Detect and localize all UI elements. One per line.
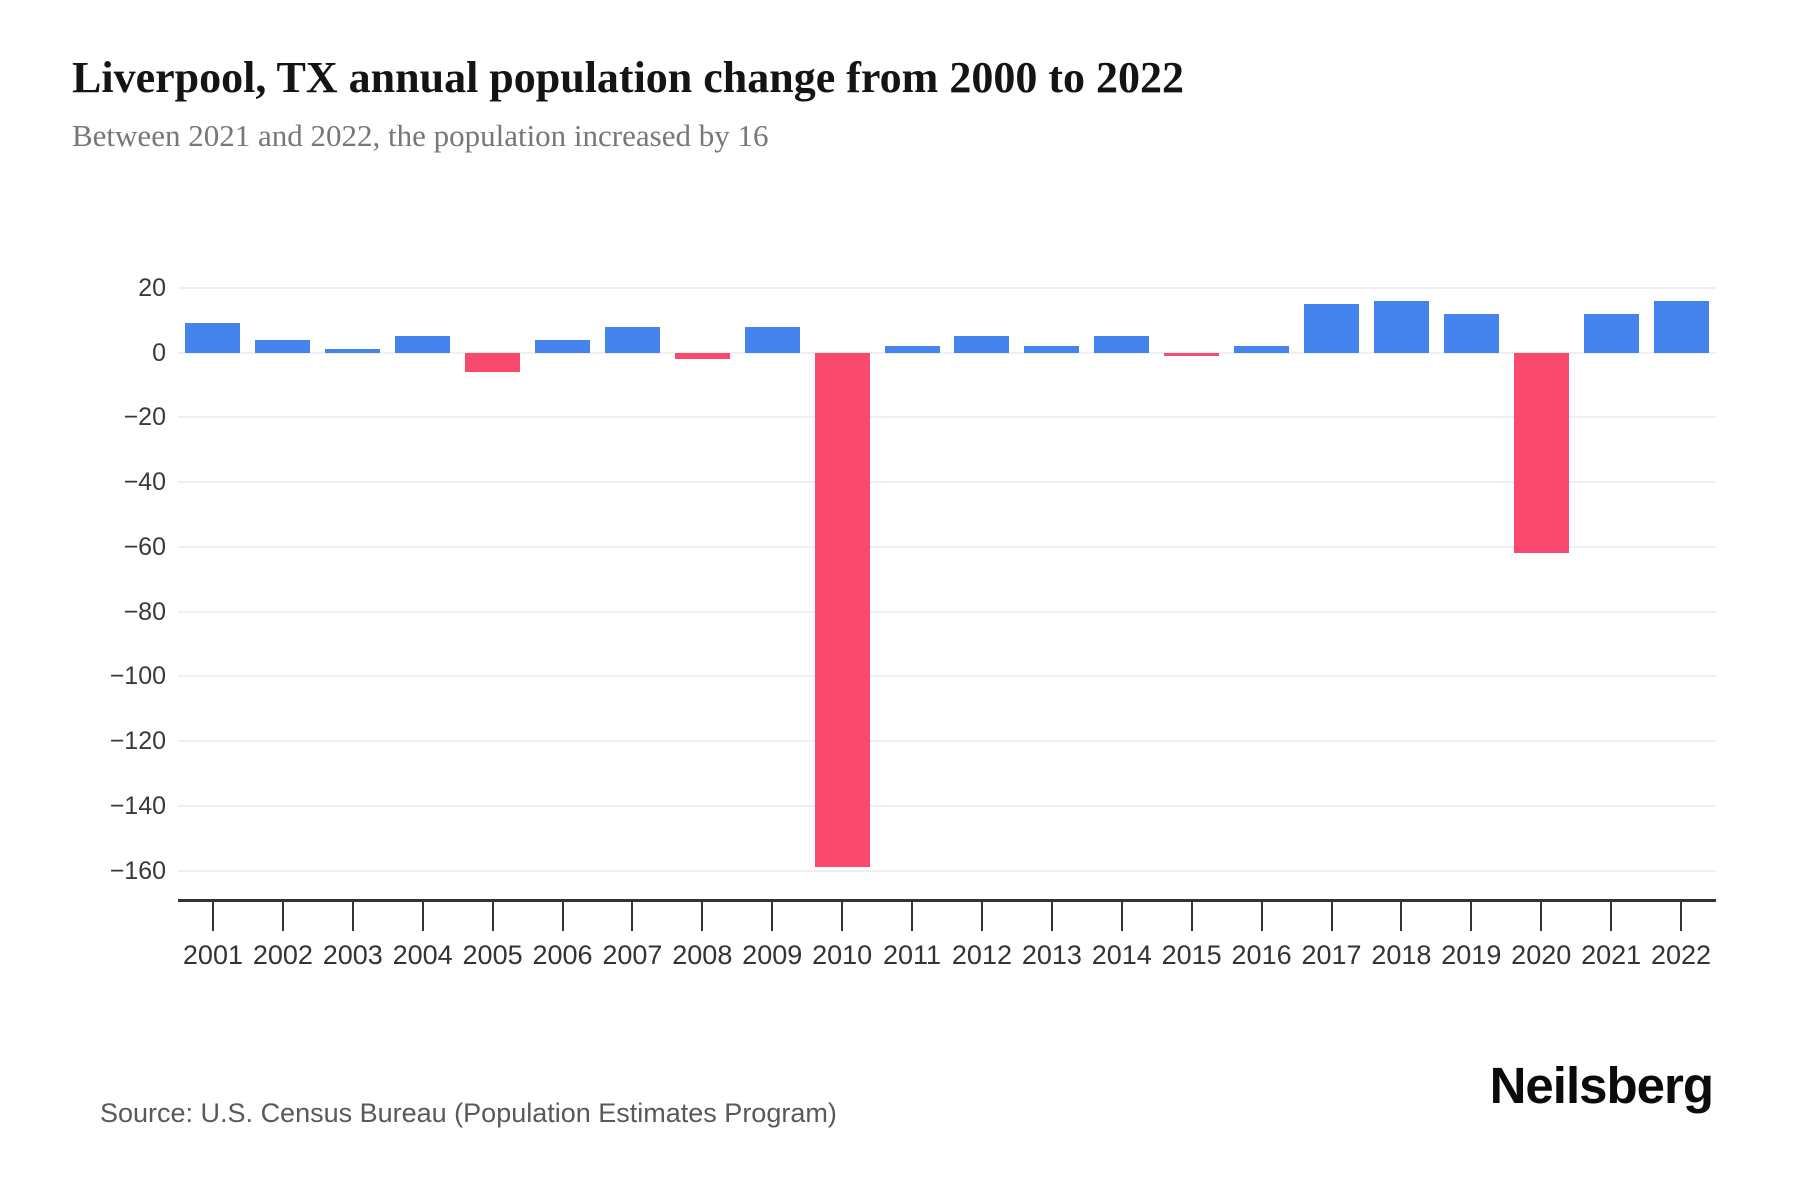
bar-2010 bbox=[814, 352, 870, 868]
x-axis-tick-label-2010: 2010 bbox=[812, 940, 873, 970]
x-axis-tick bbox=[1190, 902, 1193, 931]
x-axis-tick-label-2001: 2001 bbox=[182, 940, 243, 970]
bar-2011 bbox=[884, 346, 940, 353]
gridline--60 bbox=[178, 545, 1716, 548]
bar-2012 bbox=[954, 336, 1010, 353]
x-axis-tick-label-2003: 2003 bbox=[322, 940, 383, 970]
x-axis-tick bbox=[1120, 902, 1123, 931]
bar-2016 bbox=[1234, 346, 1290, 353]
gridline--40 bbox=[178, 481, 1716, 484]
page-title: Liverpool, TX annual population change f… bbox=[72, 53, 1184, 102]
bar-2003 bbox=[325, 349, 381, 353]
bar-2004 bbox=[395, 336, 451, 353]
y-axis-tick-label: −120 bbox=[109, 727, 166, 756]
x-axis-tick-label-2016: 2016 bbox=[1231, 940, 1292, 970]
y-axis-tick-label: −100 bbox=[109, 662, 166, 691]
y-axis-tick-label: −160 bbox=[109, 856, 166, 885]
x-axis-tick-label-2018: 2018 bbox=[1371, 940, 1432, 970]
x-axis-tick-label-2015: 2015 bbox=[1161, 940, 1222, 970]
bar-2019 bbox=[1443, 313, 1499, 353]
bar-2017 bbox=[1304, 304, 1359, 353]
x-axis-tick bbox=[911, 902, 914, 931]
x-axis-tick-label-2017: 2017 bbox=[1301, 940, 1362, 970]
x-axis-tick-label-2011: 2011 bbox=[883, 940, 942, 970]
y-axis-tick-label: −80 bbox=[123, 597, 166, 626]
y-axis-tick-label: −20 bbox=[123, 403, 166, 432]
x-axis-tick bbox=[1610, 902, 1613, 931]
bar-2021 bbox=[1583, 313, 1639, 353]
y-axis-tick-label: −40 bbox=[123, 468, 166, 497]
x-axis-tick-label-2012: 2012 bbox=[951, 940, 1012, 970]
gridline-0 bbox=[178, 351, 1716, 354]
gridline--80 bbox=[178, 610, 1716, 613]
x-axis-tick bbox=[1680, 902, 1683, 931]
x-axis-tick bbox=[351, 902, 354, 931]
x-axis-tick-label-2002: 2002 bbox=[252, 940, 313, 970]
bar-2001 bbox=[185, 323, 241, 353]
x-axis-tick bbox=[1470, 902, 1473, 931]
x-axis-tick-label-2006: 2006 bbox=[532, 940, 593, 970]
x-axis-tick bbox=[281, 902, 284, 931]
y-axis-tick-label: −140 bbox=[109, 791, 166, 820]
neilsberg-logo: Neilsberg bbox=[1489, 1057, 1714, 1114]
x-axis-tick-label-2005: 2005 bbox=[462, 940, 523, 970]
x-axis-tick bbox=[771, 902, 774, 931]
x-axis-tick-label-2004: 2004 bbox=[392, 940, 453, 970]
x-axis-tick bbox=[561, 902, 564, 931]
bar-2005 bbox=[465, 352, 521, 373]
x-axis-tick bbox=[1050, 902, 1053, 931]
x-axis-tick bbox=[1260, 902, 1263, 931]
x-axis-tick bbox=[211, 902, 214, 931]
x-axis-tick bbox=[701, 902, 704, 931]
bar-2018 bbox=[1373, 300, 1429, 353]
bar-2008 bbox=[674, 352, 730, 360]
bar-2022 bbox=[1653, 300, 1709, 353]
x-axis-tick bbox=[1540, 902, 1543, 931]
bar-2009 bbox=[744, 326, 800, 353]
x-axis-tick-label-2009: 2009 bbox=[742, 940, 803, 970]
bar-2006 bbox=[535, 339, 590, 353]
y-axis-tick-label: 20 bbox=[138, 273, 166, 302]
bar-2020 bbox=[1513, 352, 1569, 554]
gridline--140 bbox=[178, 804, 1716, 807]
y-axis-tick-label: −60 bbox=[123, 532, 166, 561]
x-axis-tick bbox=[421, 902, 424, 931]
page-subtitle: Between 2021 and 2022, the population in… bbox=[72, 118, 769, 153]
x-axis-tick bbox=[980, 902, 983, 931]
x-axis-tick bbox=[1400, 902, 1403, 931]
bar-2002 bbox=[255, 339, 311, 353]
x-axis-tick bbox=[841, 902, 844, 931]
bar-2013 bbox=[1024, 346, 1080, 353]
x-axis-tick bbox=[491, 902, 494, 931]
gridline--20 bbox=[178, 416, 1716, 419]
x-axis-tick-label-2014: 2014 bbox=[1091, 940, 1152, 970]
x-axis-tick bbox=[1330, 902, 1333, 931]
gridline--100 bbox=[178, 675, 1716, 678]
gridline--120 bbox=[178, 740, 1716, 743]
gridline-20 bbox=[178, 286, 1716, 289]
x-axis-tick-label-2008: 2008 bbox=[672, 940, 733, 970]
x-axis-tick-label-2021: 2021 bbox=[1581, 940, 1642, 970]
x-axis-tick-label-2013: 2013 bbox=[1021, 940, 1082, 970]
x-axis-tick-label-2022: 2022 bbox=[1650, 940, 1712, 970]
bar-2014 bbox=[1094, 336, 1150, 353]
gridline--160 bbox=[178, 869, 1716, 872]
x-axis-tick-label-2019: 2019 bbox=[1441, 940, 1502, 970]
x-axis-line bbox=[178, 899, 1716, 902]
y-axis-tick-label: 0 bbox=[152, 338, 166, 367]
x-axis-tick-label-2007: 2007 bbox=[602, 940, 663, 970]
bar-2007 bbox=[604, 326, 660, 353]
x-axis-tick bbox=[631, 902, 634, 931]
x-axis-tick-label-2020: 2020 bbox=[1511, 940, 1572, 970]
bar-2015 bbox=[1164, 352, 1220, 356]
source-note: Source: U.S. Census Bureau (Population E… bbox=[100, 1098, 837, 1128]
